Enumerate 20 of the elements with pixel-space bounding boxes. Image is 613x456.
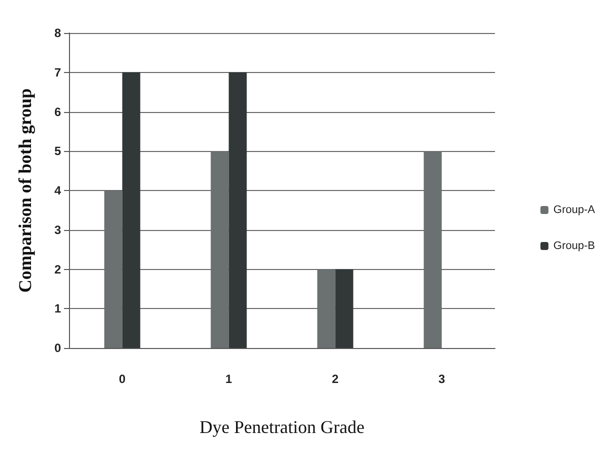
y-axis-title: Comparison of both group [15, 88, 35, 293]
bar [228, 72, 247, 348]
x-axis-title: Dye Penetration Grade [200, 417, 364, 437]
legend-label: Group-B [553, 240, 596, 252]
x-tick-label: 1 [225, 372, 232, 386]
y-tick-label: 7 [54, 65, 62, 80]
legend-label: Group-A [553, 204, 596, 216]
bar [335, 269, 354, 348]
y-tick-label: 0 [54, 341, 62, 355]
x-tick-label: 3 [438, 372, 446, 386]
y-tick-label: 2 [54, 262, 62, 276]
y-tick-label: 1 [54, 302, 62, 316]
x-tick-label: 0 [118, 372, 126, 386]
y-tick-label: 8 [54, 26, 62, 40]
y-tick-label: 4 [54, 184, 62, 198]
y-tick-label: 5 [54, 144, 62, 158]
bar [122, 72, 140, 348]
y-tick-label: 6 [54, 104, 62, 119]
y-tick-label: 3 [54, 222, 62, 237]
x-tick-label: 2 [332, 372, 339, 386]
